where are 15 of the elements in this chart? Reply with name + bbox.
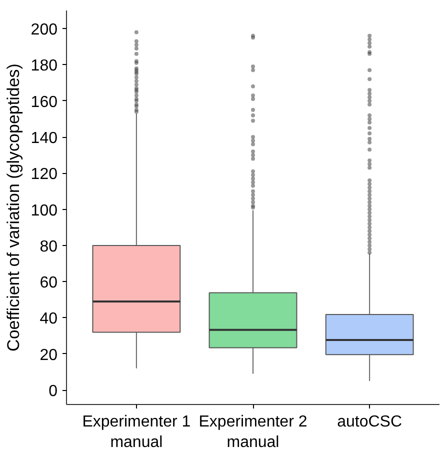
- y-tick-label: 60: [40, 274, 58, 292]
- y-tick-label: 0: [48, 383, 58, 400]
- y-tick-label: 200: [30, 22, 58, 39]
- y-axis-title: Coefficient of variation (glycopeptides): [4, 64, 23, 352]
- y-tick-label: 180: [30, 58, 58, 75]
- y-tick-label: 140: [30, 130, 58, 148]
- x-tick-label: autoCSC: [337, 414, 402, 430]
- x-tick-label: Experimenter 1 manual: [82, 414, 191, 451]
- y-tick-label: 100: [30, 202, 58, 220]
- x-tick-label: Experimenter 2 manual: [198, 414, 308, 451]
- y-tick-label: 40: [40, 310, 58, 328]
- y-tick-label: 80: [40, 238, 58, 256]
- y-tick-label: 120: [30, 166, 58, 184]
- y-tick-label: 20: [40, 346, 58, 364]
- y-tick-label: 160: [30, 94, 58, 111]
